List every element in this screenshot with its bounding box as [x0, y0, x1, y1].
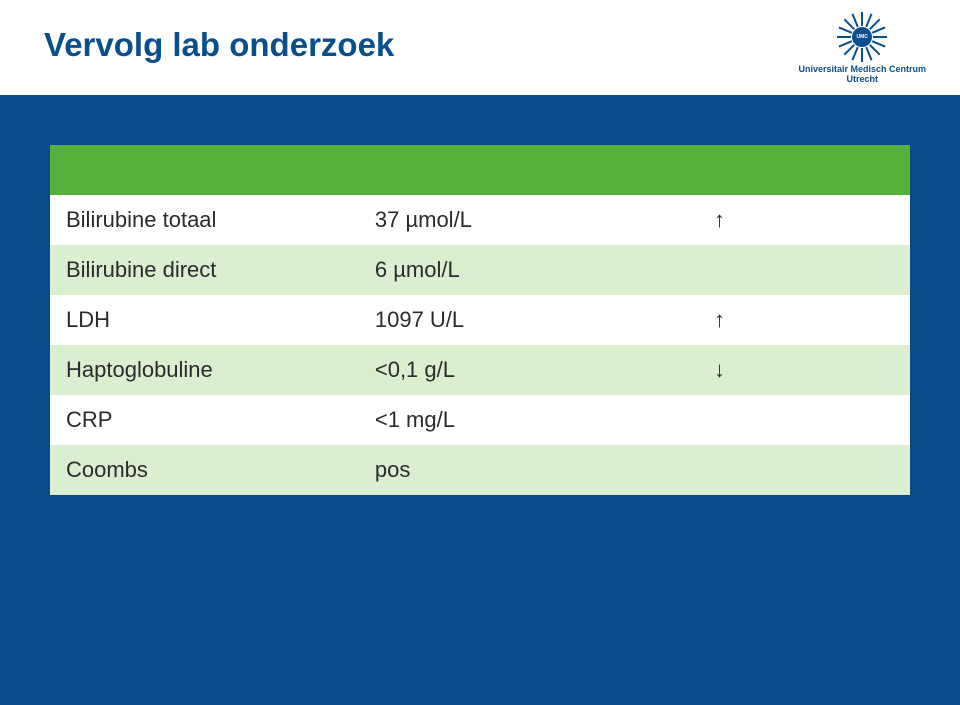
param-cell: Bilirubine direct	[50, 245, 359, 295]
table-header-cell	[359, 145, 698, 195]
param-cell: LDH	[50, 295, 359, 345]
table-header-cell	[698, 145, 910, 195]
value-cell: 6 µmol/L	[359, 245, 698, 295]
lab-table: Bilirubine totaal 37 µmol/L ↑ Bilirubine…	[50, 145, 910, 495]
value-cell: 1097 U/L	[359, 295, 698, 345]
table-row: Coombs pos	[50, 445, 910, 495]
value-cell: <1 mg/L	[359, 395, 698, 445]
slide: Vervolg lab onderzoek UMC	[0, 0, 960, 705]
table-row: Bilirubine direct 6 µmol/L	[50, 245, 910, 295]
param-cell: Haptoglobuline	[50, 345, 359, 395]
flag-cell	[698, 395, 910, 445]
table-header-cell	[50, 145, 359, 195]
flag-cell: ↓	[698, 345, 910, 395]
umc-logo: UMC Universitair Medisch Centrum Utrecht	[798, 12, 926, 84]
table-row: Bilirubine totaal 37 µmol/L ↑	[50, 195, 910, 245]
table-row: LDH 1097 U/L ↑	[50, 295, 910, 345]
value-cell: 37 µmol/L	[359, 195, 698, 245]
lab-results-table: Bilirubine totaal 37 µmol/L ↑ Bilirubine…	[50, 145, 910, 495]
logo-line1: Universitair Medisch Centrum	[798, 64, 926, 74]
param-cell: Bilirubine totaal	[50, 195, 359, 245]
flag-cell	[698, 245, 910, 295]
table-header-row	[50, 145, 910, 195]
flag-cell: ↑	[698, 295, 910, 345]
flag-cell: ↑	[698, 195, 910, 245]
value-cell: <0,1 g/L	[359, 345, 698, 395]
slide-header: Vervolg lab onderzoek UMC	[0, 0, 960, 95]
value-cell: pos	[359, 445, 698, 495]
logo-center-text: UMC	[857, 34, 868, 40]
table-row: Haptoglobuline <0,1 g/L ↓	[50, 345, 910, 395]
param-cell: Coombs	[50, 445, 359, 495]
sun-icon: UMC	[837, 12, 887, 62]
table-row: CRP <1 mg/L	[50, 395, 910, 445]
flag-cell	[698, 445, 910, 495]
slide-title: Vervolg lab onderzoek	[44, 26, 394, 64]
param-cell: CRP	[50, 395, 359, 445]
logo-line2: Utrecht	[798, 74, 926, 84]
